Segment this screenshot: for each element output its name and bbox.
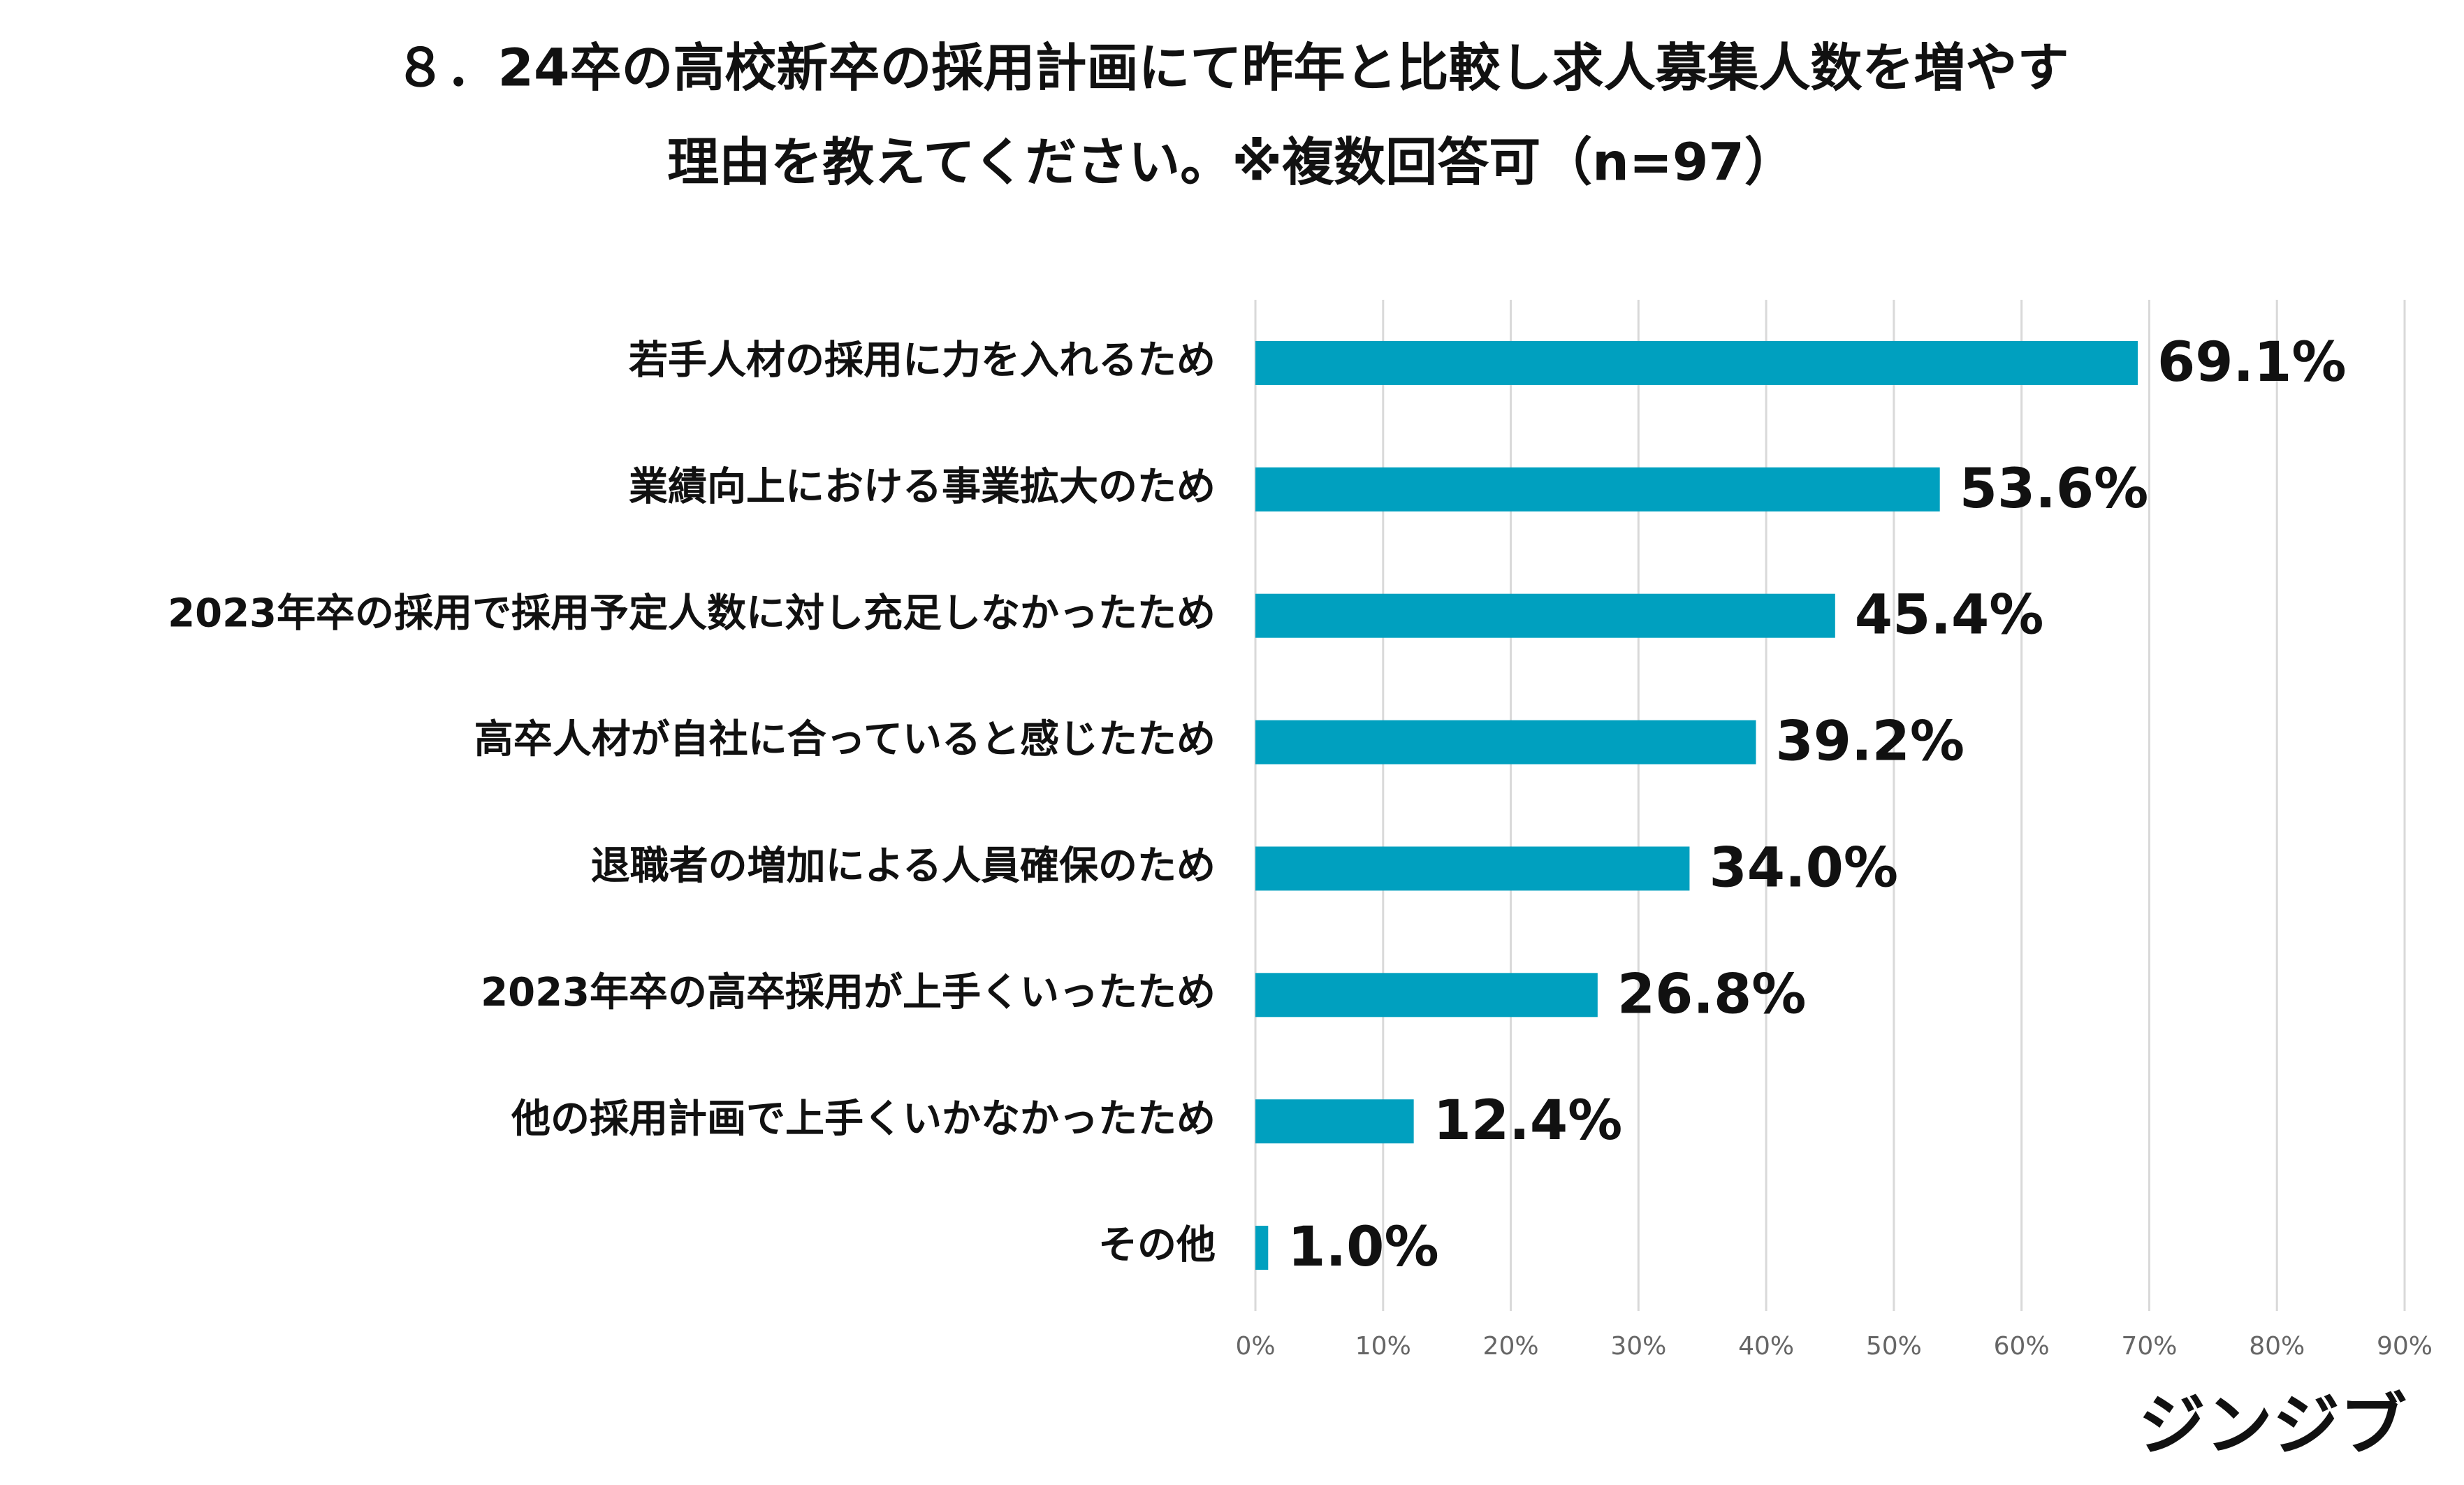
x-tick-label: 10% <box>1355 1332 1411 1361</box>
x-tick-label: 50% <box>1866 1332 1922 1361</box>
bar <box>1255 973 1598 1017</box>
value-label: 53.6% <box>1960 458 2149 521</box>
value-label: 39.2% <box>1775 711 1964 774</box>
y-tick-label: その他 <box>1098 1223 1216 1268</box>
value-label: 1.0% <box>1288 1216 1438 1279</box>
x-tick-label: 20% <box>1483 1332 1539 1361</box>
bar <box>1255 340 2138 385</box>
value-label: 12.4% <box>1434 1089 1623 1152</box>
value-label: 34.0% <box>1709 836 1898 899</box>
bar <box>1255 1226 1269 1270</box>
value-label: 45.4% <box>1855 584 2044 647</box>
y-tick-label: 退職者の増加による人員確保のため <box>591 843 1216 889</box>
y-tick-label: 高卒人材が自社に合っていると感じたため <box>474 717 1216 762</box>
y-tick-label: 他の採用計画で上手くいかなかったため <box>511 1096 1216 1142</box>
logo: ジンジブ <box>2138 1386 2407 1464</box>
x-tick-label: 60% <box>1994 1332 2050 1361</box>
bar <box>1255 1099 1414 1144</box>
x-tick-label: 0% <box>1235 1332 1275 1361</box>
chart-title: 理由を教えてください。※複数回答可（n=97） <box>667 133 1796 193</box>
x-tick-label: 70% <box>2121 1332 2177 1361</box>
y-tick-label: 2023年卒の高卒採用が上手くいったため <box>481 970 1216 1015</box>
x-tick-label: 30% <box>1610 1332 1666 1361</box>
chart-title: ８．24卒の高校新卒の採用計画にて昨年と比較し求人募集人数を増やす <box>395 38 2069 99</box>
y-tick-label: 業績向上における事業拡大のため <box>629 464 1216 509</box>
value-label: 69.1% <box>2157 331 2347 394</box>
y-tick-label: 若手人材の採用に力を入れるため <box>629 338 1216 384</box>
value-label: 26.8% <box>1617 963 1807 1026</box>
y-tick-label: 2023年卒の採用で採用予定人数に対し充足しなかったため <box>168 591 1216 636</box>
x-tick-label: 40% <box>1738 1332 1794 1361</box>
bar <box>1255 593 1835 638</box>
x-tick-label: 80% <box>2249 1332 2305 1361</box>
bar <box>1255 467 1940 512</box>
x-tick-label: 90% <box>2377 1332 2433 1361</box>
bar <box>1255 720 1756 765</box>
bar <box>1255 846 1690 891</box>
